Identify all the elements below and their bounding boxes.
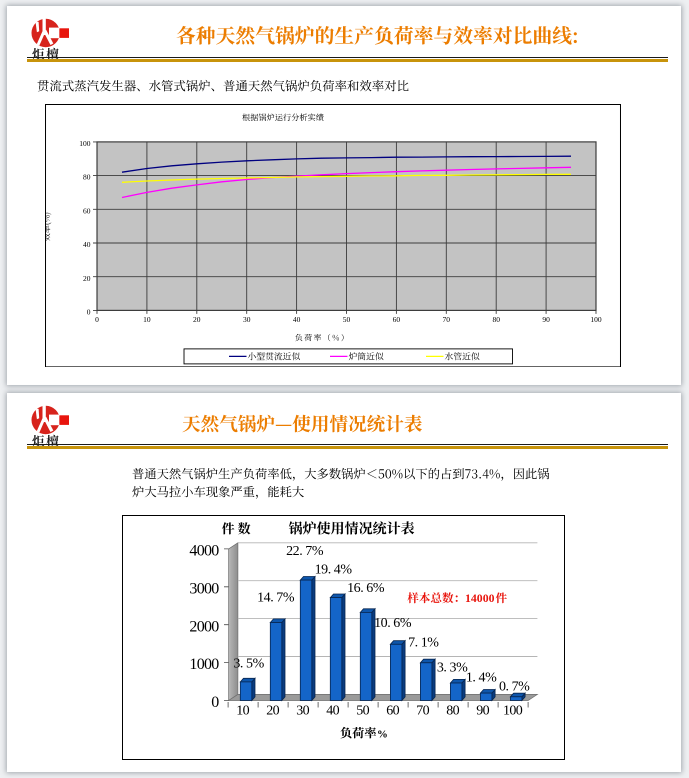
svg-text:0: 0: [211, 694, 219, 711]
svg-text:100: 100: [503, 704, 523, 719]
svg-text:10: 10: [143, 315, 151, 324]
svg-text:80: 80: [446, 704, 459, 719]
svg-text:90: 90: [542, 315, 550, 324]
svg-text:100: 100: [79, 139, 90, 148]
svg-text:70: 70: [443, 315, 451, 324]
svg-text:50: 50: [343, 315, 351, 324]
svg-text:40: 40: [83, 240, 91, 249]
svg-text:70: 70: [416, 704, 429, 719]
svg-text:14. 7%: 14. 7%: [257, 590, 295, 605]
svg-text:19. 4%: 19. 4%: [315, 562, 353, 577]
svg-text:60: 60: [83, 206, 91, 215]
svg-text:80: 80: [492, 315, 500, 324]
svg-text:3. 3%: 3. 3%: [437, 661, 468, 676]
svg-text:16. 6%: 16. 6%: [347, 581, 385, 596]
svg-text:0: 0: [95, 315, 99, 324]
svg-text:20: 20: [83, 274, 91, 283]
svg-text:50: 50: [356, 704, 369, 719]
svg-text:10: 10: [236, 704, 249, 719]
svg-text:10. 6%: 10. 6%: [374, 616, 412, 631]
svg-text:2000: 2000: [189, 618, 219, 635]
svg-text:40: 40: [326, 704, 339, 719]
svg-text:80: 80: [83, 173, 91, 182]
svg-text:20: 20: [193, 315, 201, 324]
svg-text:100: 100: [590, 315, 601, 324]
svg-text:%: %: [377, 728, 388, 740]
svg-text:22. 7%: 22. 7%: [286, 544, 324, 559]
svg-text:0: 0: [87, 307, 91, 316]
svg-text:0. 7%: 0. 7%: [499, 679, 530, 694]
svg-text:14000: 14000: [465, 591, 495, 605]
svg-text:3. 5%: 3. 5%: [233, 656, 264, 671]
svg-text:20: 20: [266, 704, 279, 719]
svg-text:1000: 1000: [189, 656, 219, 673]
svg-text:60: 60: [386, 704, 399, 719]
svg-text:3000: 3000: [189, 580, 219, 597]
svg-text:30: 30: [243, 315, 251, 324]
svg-text:40: 40: [293, 315, 301, 324]
svg-text:60: 60: [393, 315, 401, 324]
svg-text:30: 30: [296, 704, 309, 719]
svg-text:1. 4%: 1. 4%: [466, 670, 497, 685]
svg-text:90: 90: [476, 704, 489, 719]
svg-text:4000: 4000: [189, 543, 219, 560]
svg-text:7. 1%: 7. 1%: [408, 636, 439, 651]
